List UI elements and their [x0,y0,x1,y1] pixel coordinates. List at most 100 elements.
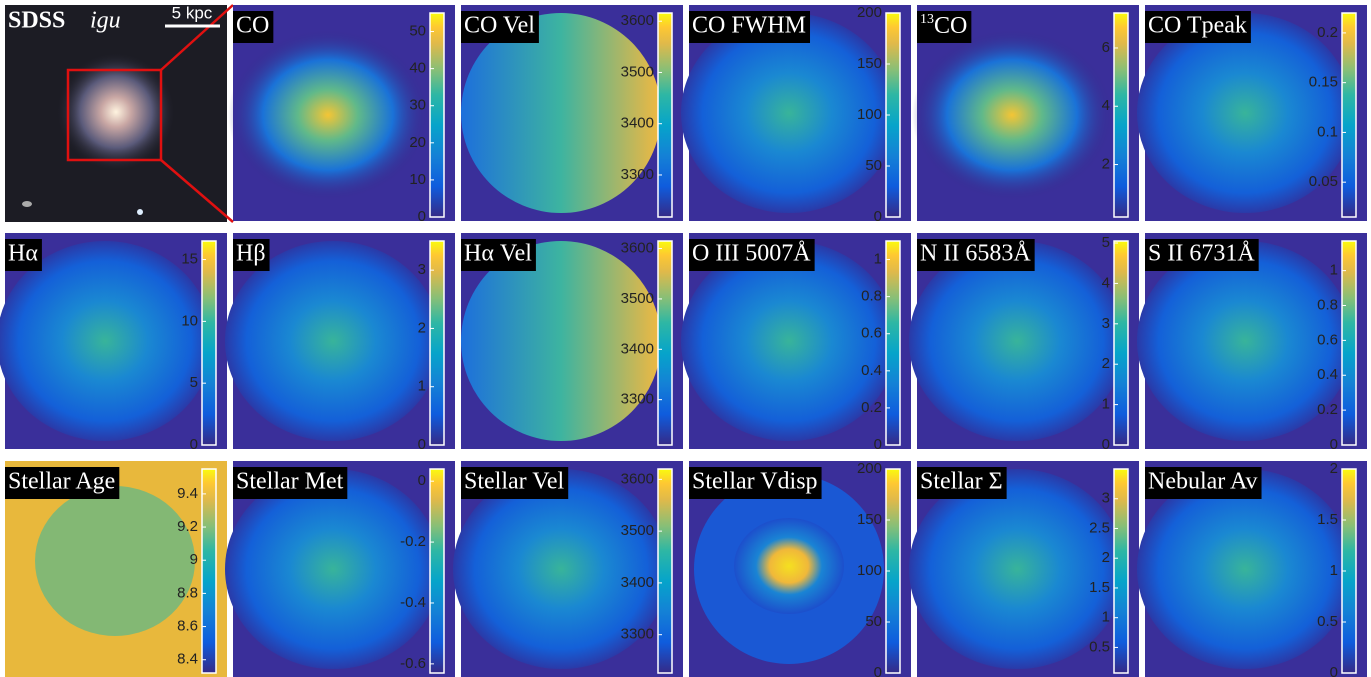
colorbar [885,240,901,446]
colorbar-tick-label: 8.8 [177,584,198,601]
colorbar-tick-label: 0.5 [1317,613,1338,630]
colorbar-tick-label: 10 [181,312,198,329]
map-panel: 0 50 100 150 200 CO FWHM [681,4,911,225]
colorbar-tick-label: 0.4 [1317,366,1338,383]
colorbar-tick-label: 3 [1102,490,1110,507]
panel-label-background [461,467,569,499]
colorbar [657,12,673,218]
panel-label: Nebular Av [1148,469,1258,495]
panel-label-text: CO [934,13,967,39]
colorbar-tick-label: 30 [409,97,426,114]
panel-label: Stellar Vel [464,469,565,495]
colorbar-tick-label: 150 [857,55,882,72]
colorbar-tick-label: 15 [181,251,198,268]
panel-label-background [461,11,539,43]
colorbar-tick-label: 1 [418,378,426,395]
colorbar-tick-label: 40 [409,60,426,77]
colorbar-tick-label: 6 [1102,39,1110,56]
colorbar-tick-label: 3500 [621,63,654,80]
panel-label-background [5,239,42,271]
map-panel: 0 0.2 0.4 0.6 0.8 1 S II 6731Å [1137,233,1367,453]
map-emission [909,469,1125,669]
colorbar [1113,240,1129,446]
panel-label-background [1145,239,1259,271]
map-emission [681,13,897,213]
colorbar-tick-label: 0.8 [1317,296,1338,313]
colorbar-tick-label: 20 [409,134,426,151]
colorbar-tick-label: 50 [865,157,882,174]
colorbar-tick-label: 1 [1330,262,1338,279]
panel-label-background [233,467,348,499]
colorbar-tick-label: 2 [418,319,426,336]
panel-label: CO Vel [464,13,535,39]
colorbar-tick-label: 3600 [621,12,654,29]
map-emission [0,241,213,441]
panel-label-background [1145,11,1251,43]
colorbar-tick-label: 1 [1330,562,1338,579]
map-emission [912,30,1112,200]
colorbar-tick-label: 0 [874,664,882,677]
star [22,201,32,207]
map-emission [1137,469,1353,669]
colorbar [1113,12,1129,218]
colorbar-tick-label: 0 [1102,436,1110,453]
map-emission [461,13,661,213]
panel-label-background [233,11,274,43]
colorbar-tick-label: 8.6 [177,618,198,635]
map-emission [909,241,1125,441]
map-panel: 0 0.5 1 1.5 2 Nebular Av [1137,460,1367,677]
colorbar-tick-label: 100 [857,562,882,579]
panel-label: CO [236,13,269,39]
zoom-line [160,159,234,223]
colorbar-tick-label: 2 [1330,460,1338,477]
colorbar [657,240,673,446]
colorbar-tick-label: 0.8 [861,288,882,305]
map-emission [225,241,441,441]
colorbar-tick-label: 1 [1102,396,1110,413]
panel-label: O III 5007Å [692,241,811,267]
colorbar-tick-label: 3400 [621,574,654,591]
map-emission [35,486,195,636]
map-panel: 0 1 2 3 Hβ [225,233,455,453]
colorbar-tick-label: 3600 [621,240,654,257]
colorbar-tick-label: 0 [1330,436,1338,453]
colorbar-tick-label: 3 [418,261,426,278]
map-panel: 3300 3400 3500 3600 Stellar Vel [453,461,683,677]
colorbar-tick-label: 0 [418,472,426,489]
panel-label-background [1145,467,1262,499]
colorbar-tick-label: 200 [857,4,882,21]
colorbar-tick-label: 9.2 [177,518,198,535]
map-panel: 0 1 2 3 4 5 N II 6583Å [909,233,1139,453]
colorbar-tick-label: 9 [190,551,198,568]
panel-label-background [461,239,536,271]
panel-label-background [689,11,811,43]
colorbar-tick-label: 0 [190,436,198,453]
panel-label-background [5,467,120,499]
map-panel: 0 10 20 30 40 50 CO [228,5,455,225]
colorbar-tick-label: 4 [1102,97,1110,114]
map-emission [1137,241,1353,441]
sdss-title: SDSS [8,8,65,34]
panel-label: Stellar Vdisp [692,469,818,495]
colorbar-tick-label: 2 [1102,549,1110,566]
colorbar-tick-label: -0.2 [400,533,426,550]
colorbar [1113,468,1129,674]
sdss-bands: igu [90,8,121,34]
colorbar-tick-label: 9.4 [177,485,198,502]
colorbar [201,240,217,446]
colorbar-tick-label: 3400 [621,115,654,132]
panel-label: CO Tpeak [1148,13,1247,39]
map-emission [453,469,669,669]
colorbar-tick-label: 3500 [621,290,654,307]
colorbar-tick-label: 1.5 [1317,511,1338,528]
panel-label: N II 6583Å [920,241,1031,267]
map-panel: 0 0.2 0.4 0.6 0.8 1 O III 5007Å [681,233,911,453]
colorbar-tick-label: 1.5 [1089,579,1110,596]
colorbar-tick-label: 50 [865,613,882,630]
panel-label-background [689,239,815,271]
colorbar-tick-label: 3300 [621,626,654,643]
map-emission [228,30,428,200]
colorbar [429,468,445,674]
colorbar-tick-label: 3500 [621,522,654,539]
